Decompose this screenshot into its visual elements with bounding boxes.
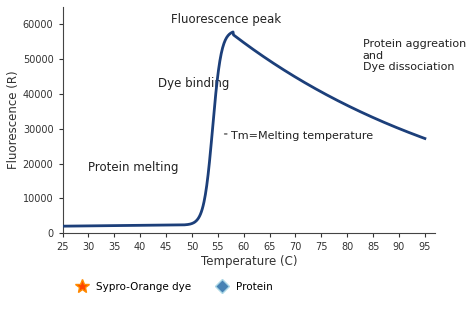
Text: Protein aggreation
and
Dye dissociation: Protein aggreation and Dye dissociation [363,39,466,72]
Legend: Sypro-Orange dye, Protein: Sypro-Orange dye, Protein [68,278,277,296]
Y-axis label: Fluorescence (R): Fluorescence (R) [7,71,20,169]
X-axis label: Temperature (C): Temperature (C) [201,255,297,268]
Text: Tm=Melting temperature: Tm=Melting temperature [231,131,373,141]
Text: Protein melting: Protein melting [88,161,179,173]
Text: Dye binding: Dye binding [158,77,229,90]
Text: Fluorescence peak: Fluorescence peak [171,13,281,26]
